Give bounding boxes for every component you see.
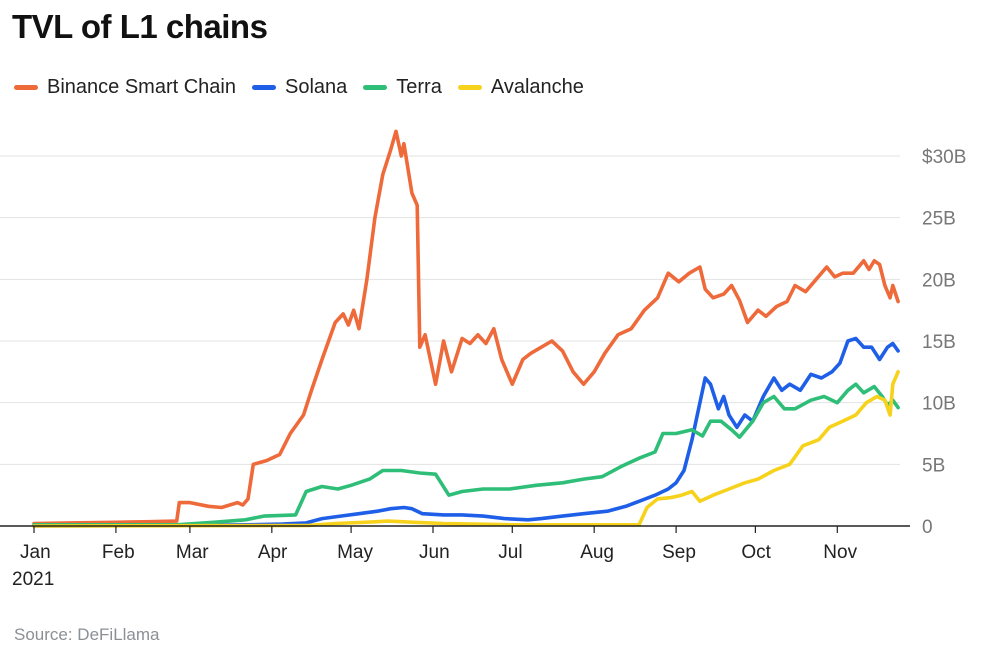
legend-swatch (363, 85, 388, 90)
x-tick-label: Sep (662, 542, 696, 563)
source-note: Source: DeFiLlama (14, 625, 160, 644)
legend-swatch (14, 85, 38, 90)
y-tick-label: 10B (922, 394, 956, 415)
axes: 0 5B 10B 15B 20B 25B $30B Jan Feb Mar Apr May Jun Jul… (0, 147, 966, 590)
legend-label: Binance Smart Chain (47, 76, 236, 98)
legend-label: Avalanche (490, 76, 584, 98)
chart-title: TVL of L1 chains (12, 8, 268, 45)
x-tick-label: Nov (823, 542, 857, 563)
series-line-binance-smart-chain (32, 129, 900, 526)
x-tick-label: Jun (419, 542, 450, 563)
y-tick-label: 15B (922, 332, 956, 353)
series-line-terra (32, 382, 900, 527)
x-tick-label: Feb (102, 542, 135, 563)
x-tick-label: Apr (258, 542, 288, 563)
legend-label: Terra (396, 76, 442, 98)
x-tick-label: May (337, 542, 373, 563)
legend-swatch (457, 85, 482, 90)
x-year-label: 2021 (12, 569, 54, 590)
x-tick-label: Oct (741, 542, 771, 563)
series-line-solana (32, 336, 900, 528)
legend-item-solana: Solana (251, 76, 348, 99)
legend-item-avalanche: Avalanche (457, 76, 584, 99)
legend-label: Solana (284, 76, 348, 98)
y-tick-label: 20B (922, 270, 956, 291)
y-tick-label: 25B (922, 209, 956, 230)
legend: Binance Smart Chain Solana Terra Avalanc… (14, 76, 600, 99)
x-tick-label: Jan (20, 542, 51, 563)
gridlines (0, 155, 900, 465)
legend-swatch (251, 85, 276, 90)
legend-item-terra: Terra (363, 76, 442, 99)
y-tick-label: 5B (922, 455, 945, 476)
series-line-avalanche (32, 370, 900, 528)
y-tick-label: 0 (922, 517, 933, 538)
x-tick-label: Jul (498, 542, 522, 563)
x-tick-label: Mar (176, 542, 209, 563)
x-tick-label: Aug (580, 542, 614, 563)
legend-item-binance-smart-chain: Binance Smart Chain (14, 76, 236, 99)
series-lines (32, 129, 900, 528)
y-tick-label: $30B (922, 147, 966, 168)
